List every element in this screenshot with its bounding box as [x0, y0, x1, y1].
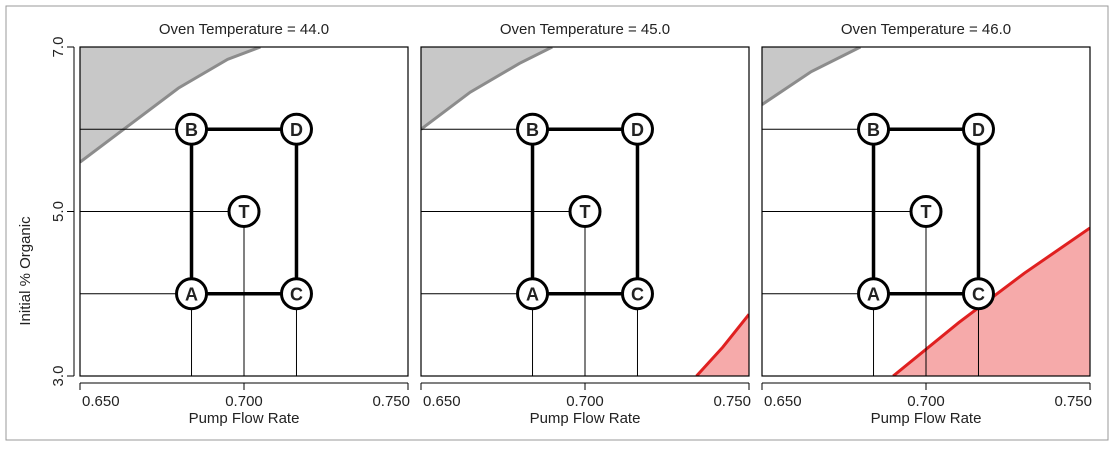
design-point-a-label: A [867, 284, 880, 304]
design-point-c-label: C [631, 284, 644, 304]
design-point-t-label: T [921, 202, 932, 222]
y-tick-label: 7.0 [50, 37, 67, 58]
y-tick-label: 3.0 [50, 366, 67, 387]
design-point-c-label: C [972, 284, 985, 304]
y-tick-label: 5.0 [50, 201, 67, 222]
design-point-a-marker [175, 277, 209, 311]
design-point-c-label: C [290, 284, 303, 304]
x-axis-label: Pump Flow Rate [189, 410, 300, 427]
design-point-a-label: A [185, 284, 198, 304]
design-point-t-label: T [239, 202, 250, 222]
grey-region [421, 47, 553, 130]
red-region-boundary [695, 313, 749, 376]
x-tick-label: 0.750 [372, 393, 410, 410]
x-tick-label: 0.650 [423, 393, 461, 410]
x-axis-label: Pump Flow Rate [871, 410, 982, 427]
design-point-d-label: D [972, 120, 985, 140]
panel-3: Oven Temperature = 46.0 A B C D T 0.650 0.700 0.… [761, 21, 1092, 427]
design-point-t-marker [909, 195, 943, 228]
design-point-b-label: B [526, 120, 539, 140]
x-tick-label: 0.650 [82, 393, 120, 410]
design-point-a-marker [857, 277, 891, 311]
design-point-c-marker [279, 277, 313, 311]
design-point-a-marker [516, 277, 550, 311]
red-region [696, 314, 749, 376]
design-point-d-marker [620, 112, 654, 146]
panel-title: Oven Temperature = 44.0 [159, 21, 329, 38]
x-tick-label: 0.750 [713, 393, 751, 410]
design-point-t-marker [568, 195, 602, 228]
x-tick-label: 0.700 [907, 393, 945, 410]
grey-region [80, 47, 261, 163]
grey-region-boundary [762, 47, 862, 106]
x-tick-label: 0.700 [225, 393, 263, 410]
design-point-d-label: D [631, 120, 644, 140]
grey-region-boundary [80, 47, 261, 164]
y-axis-label: Initial % Organic [17, 216, 34, 326]
panel-title: Oven Temperature = 46.0 [841, 21, 1011, 38]
panel-1: Oven Temperature = 44.0 A B C D T 0.650 0.700 0.… [50, 21, 410, 427]
design-point-d-marker [279, 112, 313, 146]
grey-region [762, 47, 861, 105]
x-tick-label: 0.650 [764, 393, 802, 410]
design-point-b-marker [516, 112, 550, 146]
design-point-a-label: A [526, 284, 539, 304]
panel-title: Oven Temperature = 45.0 [500, 21, 670, 38]
design-point-t-label: T [580, 202, 591, 222]
x-tick-label: 0.700 [566, 393, 604, 410]
design-point-b-label: B [185, 120, 198, 140]
design-point-b-marker [857, 112, 891, 146]
x-axis-label: Pump Flow Rate [530, 410, 641, 427]
design-point-c-marker [620, 277, 654, 311]
design-point-b-marker [175, 112, 209, 146]
design-point-d-marker [961, 112, 995, 146]
design-point-c-marker [961, 277, 995, 311]
grey-region-boundary [421, 47, 553, 131]
panel-2: Oven Temperature = 45.0 A B C D T 0.650 0.700 0.… [420, 21, 751, 427]
design-point-d-label: D [290, 120, 303, 140]
x-tick-label: 0.750 [1054, 393, 1092, 410]
design-point-t-marker [227, 195, 261, 228]
design-point-b-label: B [867, 120, 880, 140]
